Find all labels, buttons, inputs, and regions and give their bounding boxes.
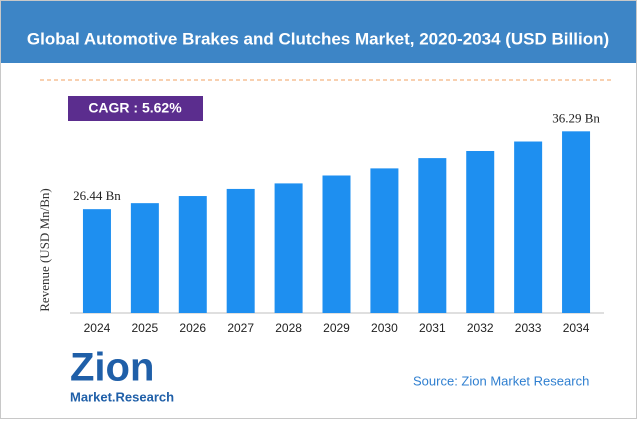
x-tick-label: 2030 [371, 321, 398, 335]
x-tick-label: 2034 [563, 321, 590, 335]
bar [418, 158, 447, 313]
source: Source: Zion Market Research [413, 373, 589, 388]
x-tick-label: 2032 [467, 321, 494, 335]
x-tick-label: 2025 [132, 321, 159, 335]
value-label: 36.29 Bn [552, 110, 600, 125]
bar [562, 131, 591, 313]
value-label: 26.44 Bn [73, 188, 121, 203]
bar [82, 209, 111, 313]
x-tick-label: 2031 [419, 321, 446, 335]
bar [466, 150, 495, 313]
bar [130, 203, 159, 313]
chart-title: Global Automotive Brakes and Clutches Ma… [27, 29, 609, 48]
x-tick-label: 2024 [84, 321, 111, 335]
logo-sub: Market.Research [70, 389, 174, 404]
bar [514, 141, 543, 313]
cagr-label: CAGR : 5.62% [88, 100, 182, 116]
x-tick-label: 2029 [323, 321, 350, 335]
bar [274, 183, 303, 313]
bar [178, 196, 207, 313]
logo-main: Zion [70, 346, 154, 390]
cagr-box [68, 96, 203, 121]
x-tick-label: 2026 [179, 321, 206, 335]
x-tick-label: 2028 [275, 321, 302, 335]
bar [322, 175, 351, 313]
bar [370, 168, 399, 313]
bar [226, 188, 255, 313]
header [1, 1, 636, 63]
x-tick-label: 2027 [227, 321, 254, 335]
y-axis-label: Revenue (USD Mn/Bn) [37, 188, 52, 312]
x-tick-label: 2033 [515, 321, 542, 335]
